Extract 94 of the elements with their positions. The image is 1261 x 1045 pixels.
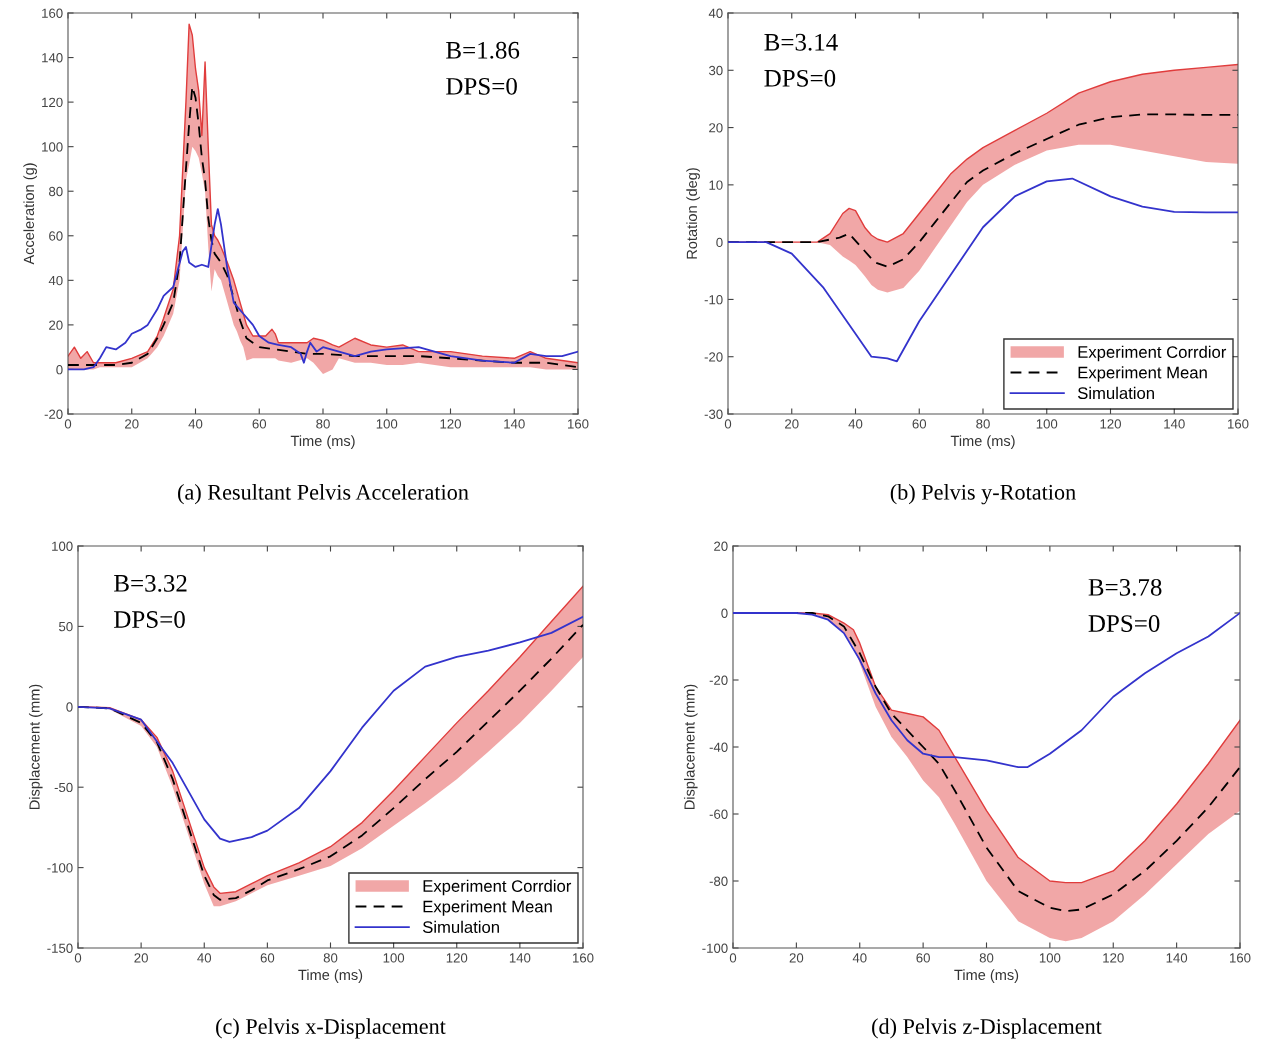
y-tick-label: 60 <box>49 231 63 241</box>
x-tick-label: 160 <box>568 419 589 429</box>
y-tick-label: -60 <box>709 809 728 819</box>
x-axis-title: Time (ms) <box>290 435 355 449</box>
x-tick-label: 120 <box>440 419 461 429</box>
x-tick-label: 20 <box>785 419 799 429</box>
x-tick-label: 60 <box>912 419 927 429</box>
annotation: B=3.78 <box>1088 578 1162 596</box>
x-axis-title: Time (ms) <box>950 435 1015 449</box>
y-tick-label: -10 <box>704 295 723 305</box>
annotation: DPS=0 <box>1088 615 1160 632</box>
text: (a) Resultant Pelvis Acceleration <box>178 484 469 505</box>
x-tick-label: 40 <box>848 419 863 429</box>
x-tick-label: 20 <box>789 953 804 963</box>
y-tick-label: 120 <box>42 97 63 108</box>
annotation: B=3.32 <box>114 574 187 592</box>
x-tick-label: 100 <box>376 419 398 429</box>
x-tick-label: 140 <box>1166 953 1188 963</box>
legend-label: Experiment Mean <box>423 900 552 916</box>
x-tick-label: 120 <box>446 953 468 963</box>
y-tick-label: -30 <box>704 409 723 419</box>
x-tick-label: 100 <box>1039 953 1061 963</box>
y-tick-label: 40 <box>48 275 63 286</box>
x-tick-label: 80 <box>323 953 338 963</box>
y-tick-label: -80 <box>709 876 728 886</box>
x-tick-label: 120 <box>1100 419 1121 429</box>
y-tick-label: 160 <box>42 8 63 18</box>
x-tick-label: 0 <box>729 953 737 963</box>
y-tick-label: 20 <box>714 541 728 551</box>
x-tick-label: 160 <box>1228 419 1249 429</box>
y-tick-label: 80 <box>49 186 63 197</box>
x-tick-label: 0 <box>74 953 82 963</box>
y-axis-title: Displacement (mm) <box>683 684 698 809</box>
y-tick-label: -100 <box>702 943 728 953</box>
line-series <box>733 612 1240 769</box>
y-tick-label: 50 <box>58 621 73 632</box>
y-tick-label: -20 <box>704 352 723 362</box>
y-tick-label: 40 <box>708 8 723 18</box>
y-tick-label: -20 <box>44 409 63 419</box>
x-axis-title: Time (ms) <box>298 969 363 983</box>
x-tick-label: 20 <box>125 419 139 429</box>
y-tick-label: -150 <box>47 943 73 953</box>
annotation: DPS=0 <box>114 611 185 628</box>
x-tick-label: 160 <box>573 953 594 963</box>
text: (b) Pelvis y-Rotation <box>890 484 1076 505</box>
legend-label: Experiment Corrdior <box>423 879 572 896</box>
y-tick-label: 10 <box>709 180 723 190</box>
y-axis-title: Displacement (mm) <box>28 684 43 809</box>
annotation: DPS=0 <box>446 77 517 95</box>
x-tick-label: 140 <box>504 419 525 429</box>
y-tick-label: 140 <box>42 53 63 63</box>
x-tick-label: 40 <box>197 953 212 963</box>
y-tick-label: -40 <box>709 742 728 752</box>
x-tick-label: 80 <box>979 953 994 963</box>
y-tick-label: 100 <box>52 541 73 551</box>
x-tick-label: 140 <box>509 953 531 963</box>
y-axis-title: Acceleration (g) <box>23 163 37 265</box>
x-tick-label: 140 <box>1164 419 1185 429</box>
x-tick-label: 120 <box>1103 953 1124 963</box>
x-tick-label: 60 <box>260 953 275 963</box>
line-series <box>728 177 1238 363</box>
x-tick-label: 80 <box>976 419 990 429</box>
y-tick-label: 0 <box>721 608 728 618</box>
annotation: B=1.86 <box>446 41 520 59</box>
x-tick-label: 80 <box>316 419 330 429</box>
legend-label: Simulation <box>1077 386 1154 400</box>
legend-label: Experiment Mean <box>1078 366 1207 382</box>
x-tick-label: 40 <box>852 953 867 963</box>
x-tick-label: 60 <box>252 419 267 429</box>
y-axis-title: Rotation (deg) <box>686 168 700 259</box>
annotation: DPS=0 <box>764 69 836 87</box>
x-tick-label: 100 <box>383 953 405 963</box>
legend-label: Experiment Corrdior <box>1078 345 1227 362</box>
x-tick-label: 160 <box>1230 953 1251 963</box>
y-tick-label: 0 <box>66 702 73 712</box>
y-tick-label: -20 <box>709 675 728 685</box>
x-tick-label: 40 <box>188 419 203 429</box>
y-tick-label: 0 <box>56 365 63 375</box>
y-tick-label: 20 <box>709 123 723 133</box>
x-tick-label: 100 <box>1036 419 1058 429</box>
y-tick-label: 20 <box>49 320 63 330</box>
y-tick-label: 100 <box>42 142 63 152</box>
y-tick-label: -100 <box>47 863 73 873</box>
legend-label: Simulation <box>422 920 499 934</box>
text: (d) Pelvis z-Displacement <box>872 1018 1102 1039</box>
y-tick-label: -50 <box>54 782 73 793</box>
line-series <box>68 208 578 371</box>
y-tick-label: 30 <box>708 65 723 76</box>
x-tick-label: 20 <box>134 953 148 963</box>
y-tick-label: 0 <box>716 237 723 248</box>
text: (c) Pelvis x-Displacement <box>216 1018 446 1039</box>
x-tick-label: 60 <box>916 953 930 963</box>
x-axis-title: Time (ms) <box>954 969 1019 983</box>
annotation: B=3.14 <box>764 33 838 51</box>
